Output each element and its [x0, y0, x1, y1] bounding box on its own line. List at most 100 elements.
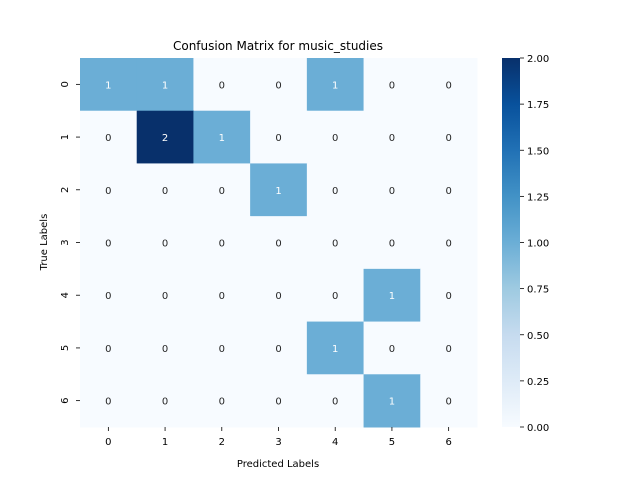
cell-value-label-1-5: 0 — [389, 133, 395, 144]
colorbar-tick-label-4: 1.00 — [527, 239, 549, 250]
heatmap-cell-3-1 — [136, 216, 194, 270]
cell-value-label-1-3: 0 — [275, 133, 281, 144]
cell-value-label-5-4: 1 — [332, 344, 338, 355]
heatmap-cell-4-6 — [420, 268, 478, 323]
heatmap-cell-6-0 — [80, 374, 138, 428]
y-tick-label-5: 5 — [60, 345, 71, 351]
cell-value-label-0-2: 0 — [219, 80, 225, 91]
cell-value-label-2-3: 1 — [275, 186, 281, 197]
cell-value-label-3-4: 0 — [332, 239, 338, 250]
cell-value-label-3-1: 0 — [162, 239, 168, 250]
heatmap-cell-0-1 — [136, 58, 194, 112]
colorbar-tick-label-3: 0.75 — [527, 285, 549, 296]
heatmap-cell-3-2 — [193, 216, 251, 270]
heatmap-cell-1-2 — [193, 110, 251, 164]
cell-value-label-2-1: 0 — [162, 186, 168, 197]
cell-value-label-0-0: 1 — [105, 80, 111, 91]
cell-value-label-5-1: 0 — [162, 344, 168, 355]
heatmap-cell-3-0 — [80, 216, 138, 270]
heatmap-cell-3-4 — [306, 216, 365, 270]
colorbar-ticks: 0.00 0.25 0.50 0.75 1.00 1.25 1.50 1.75 2.00 — [520, 54, 549, 434]
cell-value-label-3-0: 0 — [105, 239, 111, 250]
heatmap-cell-5-2 — [193, 321, 251, 375]
cell-value-label-1-0: 0 — [105, 133, 111, 144]
heatmap-cell-5-6 — [420, 321, 478, 375]
cell-value-label-4-1: 0 — [162, 291, 168, 302]
heatmap-cell-1-0 — [80, 110, 138, 164]
cell-value-label-2-0: 0 — [105, 186, 111, 197]
chart-title: Confusion Matrix for music_studies — [173, 39, 383, 53]
heatmap-cell-6-3 — [250, 374, 308, 428]
cell-value-label-0-4: 1 — [332, 80, 338, 91]
heatmap-cell-5-3 — [250, 321, 308, 375]
heatmap-cell-2-0 — [80, 163, 138, 217]
heatmap-cell-3-6 — [420, 216, 478, 270]
cell-value-label-4-3: 0 — [275, 291, 281, 302]
heatmap-cell-4-1 — [136, 268, 194, 323]
cell-value-label-1-6: 0 — [445, 133, 451, 144]
heatmap-cell-2-1 — [136, 163, 194, 217]
heatmap-cell-4-4 — [306, 268, 365, 323]
heatmap-cell-6-4 — [306, 374, 365, 428]
heatmap-cell-3-3 — [250, 216, 308, 270]
heatmap-cell-2-3 — [250, 163, 308, 217]
heatmap-cell-4-3 — [250, 268, 308, 323]
cell-value-label-5-0: 0 — [105, 344, 111, 355]
cell-value-label-6-3: 0 — [275, 397, 281, 408]
x-tick-label-1: 1 — [162, 437, 168, 448]
cell-value-label-3-3: 0 — [275, 239, 281, 250]
cell-value-label-3-5: 0 — [389, 239, 395, 250]
cell-value-label-2-4: 0 — [332, 186, 338, 197]
heatmap-cell-1-1 — [136, 110, 194, 164]
heatmap-cell-4-5 — [363, 268, 421, 323]
heatmap-cell-2-6 — [420, 163, 478, 217]
y-axis-label: True Labels — [39, 214, 50, 272]
heatmap-cell-1-3 — [250, 110, 308, 164]
cell-value-label-2-6: 0 — [445, 186, 451, 197]
cell-value-label-6-4: 0 — [332, 397, 338, 408]
cell-value-label-6-6: 0 — [445, 397, 451, 408]
y-axis-ticks: 0 1 2 3 4 5 6 — [60, 81, 80, 404]
heatmap-cell-6-2 — [193, 374, 251, 428]
cell-value-label-6-5: 1 — [389, 397, 395, 408]
heatmap-cells: 1 1 0 0 1 0 0 0 2 1 0 0 0 0 0 0 0 1 0 0 0 0 0 0 0 0 0 0 0 0 0 0 0 1 0 0 0 0 0 1… — [80, 58, 478, 428]
cell-value-label-0-5: 0 — [389, 80, 395, 91]
cell-value-label-4-0: 0 — [105, 291, 111, 302]
heatmap-cell-1-6 — [420, 110, 478, 164]
y-tick-label-1: 1 — [60, 134, 71, 140]
colorbar-tick-label-6: 1.50 — [527, 146, 549, 157]
heatmap-cell-5-1 — [136, 321, 194, 375]
cell-value-label-1-2: 1 — [219, 133, 225, 144]
x-tick-label-0: 0 — [105, 437, 111, 448]
heatmap-cell-2-2 — [193, 163, 251, 217]
cell-value-label-4-6: 0 — [445, 291, 451, 302]
cell-value-label-5-5: 0 — [389, 344, 395, 355]
cell-value-label-2-5: 0 — [389, 186, 395, 197]
heatmap-cell-6-6 — [420, 374, 478, 428]
heatmap-cell-4-2 — [193, 268, 251, 323]
y-tick-label-6: 6 — [60, 397, 71, 403]
heatmap-cell-0-4 — [306, 58, 365, 112]
cell-value-label-1-4: 0 — [332, 133, 338, 144]
heatmap-cell-5-0 — [80, 321, 138, 375]
cell-value-label-1-1: 2 — [162, 133, 168, 144]
cell-value-label-5-2: 0 — [219, 344, 225, 355]
heatmap-cell-2-4 — [306, 163, 365, 217]
cell-value-label-5-3: 0 — [275, 344, 281, 355]
colorbar-tick-label-2: 0.50 — [527, 331, 549, 342]
x-axis-ticks: 0 1 2 3 4 5 6 — [105, 427, 452, 448]
y-tick-label-2: 2 — [60, 187, 71, 193]
cell-value-label-3-6: 0 — [445, 239, 451, 250]
cell-value-label-0-6: 0 — [445, 80, 451, 91]
heatmap-cell-0-6 — [420, 58, 478, 112]
heatmap-cell-3-5 — [363, 216, 421, 270]
cell-value-label-6-2: 0 — [219, 397, 225, 408]
heatmap-cell-0-0 — [80, 58, 138, 112]
colorbar-tick-label-5: 1.25 — [527, 192, 549, 203]
cell-value-label-6-0: 0 — [105, 397, 111, 408]
colorbar — [502, 58, 520, 427]
x-tick-label-3: 3 — [275, 437, 281, 448]
heatmap-cell-1-5 — [363, 110, 421, 164]
colorbar-tick-label-1: 0.25 — [527, 377, 549, 388]
